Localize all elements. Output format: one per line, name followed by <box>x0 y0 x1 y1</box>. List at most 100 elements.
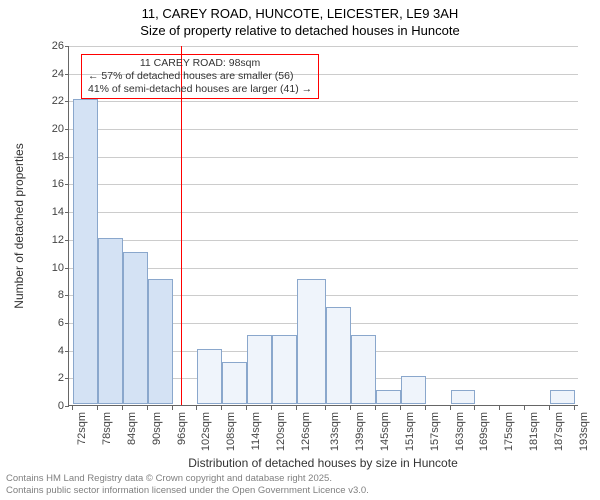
footer-line-1: Contains HM Land Registry data © Crown c… <box>6 473 369 484</box>
xtick-mark <box>122 406 123 410</box>
histogram-bar <box>73 99 98 404</box>
xtick-label: 120sqm <box>275 412 287 451</box>
xtick-label: 78sqm <box>101 412 113 445</box>
xtick-label: 175sqm <box>503 412 515 451</box>
ytick-label: 16 <box>34 178 64 190</box>
ytick-label: 8 <box>34 289 64 301</box>
ytick-label: 14 <box>34 206 64 218</box>
gridline <box>69 129 578 130</box>
histogram-bar <box>401 376 426 404</box>
xtick-label: 102sqm <box>200 412 212 451</box>
annotation-line: 11 CAREY ROAD: 98sqm <box>88 57 312 70</box>
ytick-label: 4 <box>34 345 64 357</box>
ytick-label: 22 <box>34 95 64 107</box>
xtick-mark <box>425 406 426 410</box>
gridline <box>69 101 578 102</box>
histogram-bar <box>376 390 401 404</box>
histogram-bar <box>550 390 575 404</box>
xtick-mark <box>474 406 475 410</box>
histogram-bar <box>326 307 351 404</box>
ytick-mark <box>65 212 69 213</box>
xtick-mark <box>221 406 222 410</box>
x-axis-label: Distribution of detached houses by size … <box>68 456 578 470</box>
histogram-bar <box>222 362 247 404</box>
reference-line <box>181 46 182 405</box>
gridline <box>69 212 578 213</box>
xtick-label: 181sqm <box>528 412 540 451</box>
chart-plot-area: 11 CAREY ROAD: 98sqm← 57% of detached ho… <box>68 46 578 406</box>
ytick-label: 26 <box>34 40 64 52</box>
ytick-mark <box>65 378 69 379</box>
gridline <box>69 46 578 47</box>
xtick-mark <box>549 406 550 410</box>
xtick-label: 151sqm <box>404 412 416 451</box>
xtick-mark <box>147 406 148 410</box>
xtick-label: 157sqm <box>429 412 441 451</box>
histogram-bar <box>451 390 476 404</box>
ytick-label: 2 <box>34 372 64 384</box>
xtick-label: 169sqm <box>478 412 490 451</box>
ytick-label: 18 <box>34 151 64 163</box>
histogram-bar <box>197 349 222 404</box>
xtick-mark <box>325 406 326 410</box>
xtick-label: 114sqm <box>250 412 262 450</box>
gridline <box>69 184 578 185</box>
xtick-mark <box>296 406 297 410</box>
ytick-mark <box>65 46 69 47</box>
gridline <box>69 157 578 158</box>
ytick-mark <box>65 268 69 269</box>
xtick-label: 193sqm <box>578 412 590 451</box>
xtick-label: 163sqm <box>454 412 466 451</box>
xtick-label: 145sqm <box>379 412 391 451</box>
xtick-mark <box>375 406 376 410</box>
y-axis-label: Number of detached properties <box>12 143 26 308</box>
ytick-label: 20 <box>34 123 64 135</box>
xtick-label: 84sqm <box>126 412 138 445</box>
histogram-bar <box>148 279 173 404</box>
xtick-mark <box>574 406 575 410</box>
ytick-label: 12 <box>34 234 64 246</box>
ytick-label: 10 <box>34 262 64 274</box>
ytick-mark <box>65 129 69 130</box>
attribution-footer: Contains HM Land Registry data © Crown c… <box>6 473 369 496</box>
ytick-mark <box>65 184 69 185</box>
ytick-label: 0 <box>34 400 64 412</box>
xtick-label: 133sqm <box>329 412 341 451</box>
xtick-mark <box>350 406 351 410</box>
xtick-label: 96sqm <box>176 412 188 445</box>
histogram-bar <box>351 335 376 404</box>
histogram-bar <box>123 252 148 404</box>
annotation-line: 41% of semi-detached houses are larger (… <box>88 83 312 96</box>
ytick-mark <box>65 240 69 241</box>
xtick-mark <box>450 406 451 410</box>
title-line-1: 11, CAREY ROAD, HUNCOTE, LEICESTER, LE9 … <box>0 6 600 23</box>
xtick-mark <box>524 406 525 410</box>
xtick-mark <box>499 406 500 410</box>
gridline <box>69 240 578 241</box>
xtick-mark <box>271 406 272 410</box>
xtick-mark <box>400 406 401 410</box>
ytick-mark <box>65 101 69 102</box>
ytick-label: 6 <box>34 317 64 329</box>
xtick-mark <box>72 406 73 410</box>
ytick-mark <box>65 351 69 352</box>
xtick-label: 108sqm <box>225 412 237 451</box>
xtick-label: 90sqm <box>151 412 163 445</box>
xtick-mark <box>246 406 247 410</box>
ytick-mark <box>65 406 69 407</box>
xtick-mark <box>97 406 98 410</box>
xtick-mark <box>196 406 197 410</box>
ytick-mark <box>65 323 69 324</box>
ytick-mark <box>65 157 69 158</box>
annotation-line: ← 57% of detached houses are smaller (56… <box>88 70 312 83</box>
ytick-mark <box>65 295 69 296</box>
plot-region: 11 CAREY ROAD: 98sqm← 57% of detached ho… <box>68 46 578 406</box>
title-line-2: Size of property relative to detached ho… <box>0 23 600 40</box>
histogram-bar <box>247 335 272 404</box>
footer-line-2: Contains public sector information licen… <box>6 485 369 496</box>
xtick-label: 72sqm <box>76 412 88 445</box>
xtick-label: 139sqm <box>354 412 366 451</box>
histogram-bar <box>297 279 326 404</box>
xtick-label: 187sqm <box>553 412 565 451</box>
chart-title: 11, CAREY ROAD, HUNCOTE, LEICESTER, LE9 … <box>0 0 600 40</box>
